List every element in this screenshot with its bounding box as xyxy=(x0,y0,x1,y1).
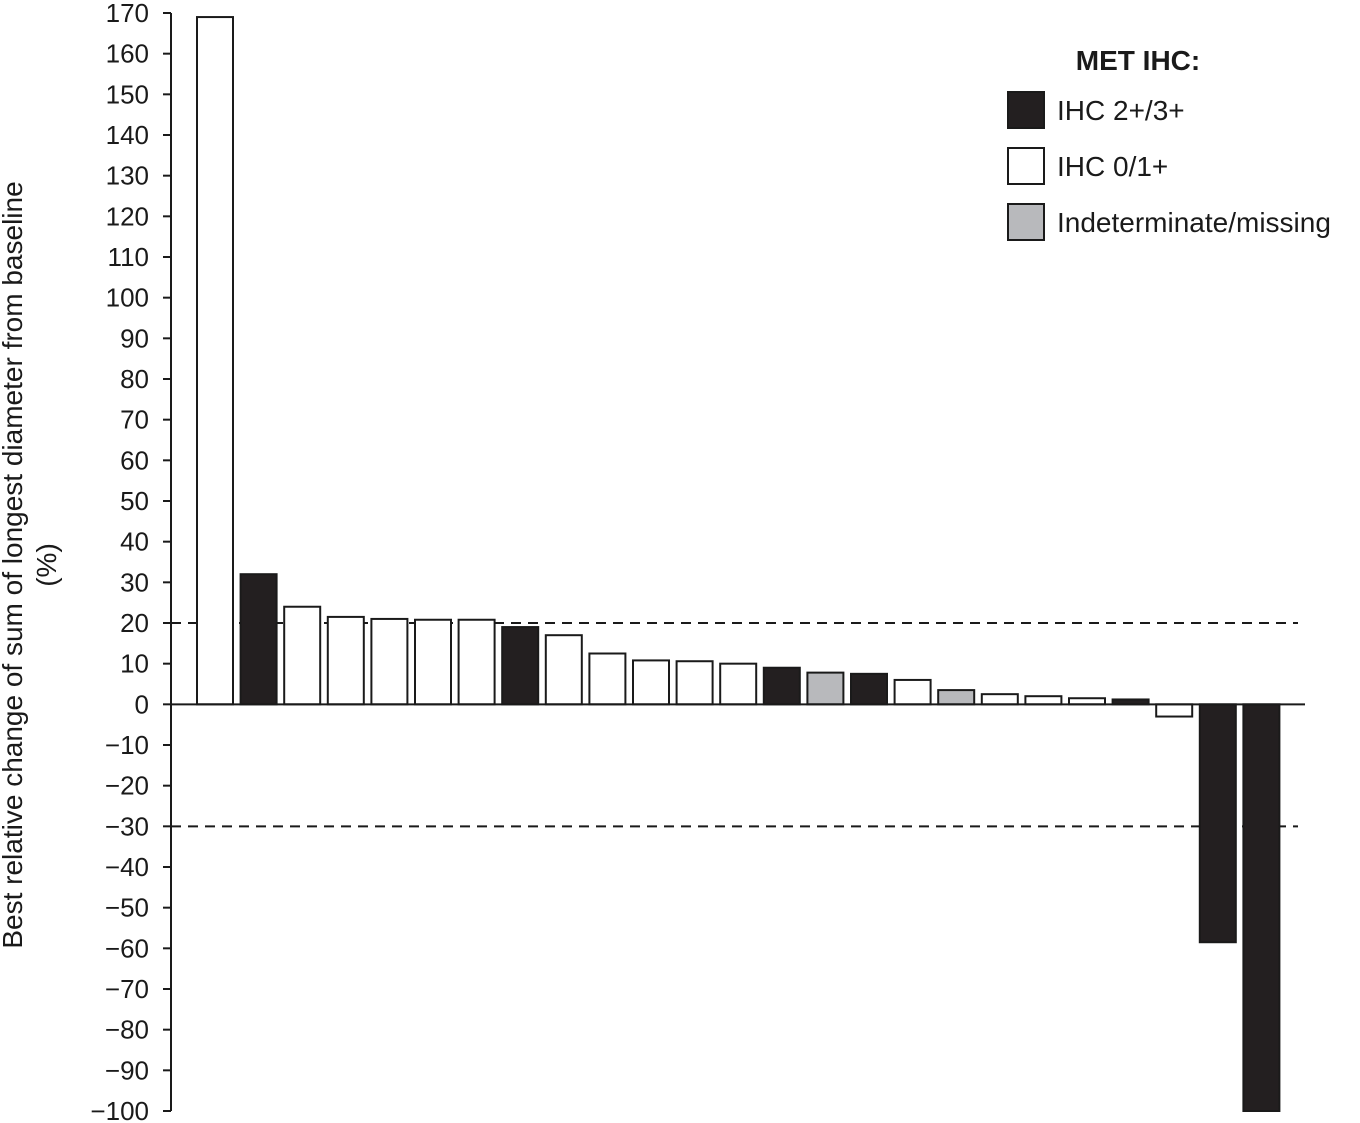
y-tick-label: 110 xyxy=(108,242,149,272)
y-tick-label: −20 xyxy=(105,771,149,801)
y-tick-label: −50 xyxy=(105,893,149,923)
y-tick-label: 80 xyxy=(120,364,149,394)
y-tick-label: 30 xyxy=(120,567,149,597)
y-axis-label: Best relative change of sum of longest d… xyxy=(0,181,28,948)
y-tick-label: 130 xyxy=(106,161,149,191)
legend-label: Indeterminate/missing xyxy=(1057,207,1331,238)
bar xyxy=(719,662,758,706)
bar-series xyxy=(196,16,1281,1112)
y-tick-label: 0 xyxy=(135,689,149,719)
bar xyxy=(544,634,583,706)
bar xyxy=(196,16,234,706)
y-tick-label: −40 xyxy=(105,852,149,882)
legend-swatch xyxy=(1007,147,1045,185)
y-tick-label: 150 xyxy=(106,79,149,109)
bar xyxy=(850,672,888,706)
bar xyxy=(370,617,409,706)
legend-swatch xyxy=(1007,203,1045,241)
y-tick-label: 160 xyxy=(106,39,149,69)
y-tick-label: 60 xyxy=(120,445,149,475)
bar xyxy=(414,618,452,706)
bar xyxy=(1024,695,1063,706)
bar xyxy=(1155,703,1194,718)
y-tick-label: 20 xyxy=(120,608,149,638)
y-axis: 1701601501401301201101009080706050403020… xyxy=(90,0,172,1123)
y-tick-label: −90 xyxy=(105,1055,149,1085)
legend-label: IHC 0/1+ xyxy=(1057,151,1168,182)
y-tick-label: −80 xyxy=(105,1015,149,1045)
y-tick-label: 140 xyxy=(106,120,149,150)
y-tick-label: −60 xyxy=(105,933,149,963)
bar xyxy=(893,678,932,706)
bar xyxy=(1198,703,1237,944)
legend-label: IHC 2+/3+ xyxy=(1057,95,1185,126)
y-tick-label: 50 xyxy=(120,486,149,516)
bar xyxy=(326,615,365,706)
bar xyxy=(501,626,540,706)
bar xyxy=(239,573,278,706)
y-tick-label: −70 xyxy=(105,974,149,1004)
bar xyxy=(457,618,496,706)
y-tick-label: 10 xyxy=(120,649,149,679)
y-tick-label: 40 xyxy=(120,527,149,557)
legend-swatch xyxy=(1007,91,1045,129)
y-tick-label: 120 xyxy=(106,201,149,231)
y-tick-label: −100 xyxy=(90,1096,149,1123)
bar xyxy=(980,693,1019,706)
y-tick-label: −10 xyxy=(105,730,149,760)
legend: MET IHC: IHC 2+/3+ IHC 0/1+ Indeterminate/… xyxy=(1007,45,1331,241)
y-axis-title: Best relative change of sum of longest d… xyxy=(0,181,62,948)
y-tick-label: 100 xyxy=(106,283,149,313)
bar xyxy=(675,660,714,706)
y-tick-label: 90 xyxy=(120,323,149,353)
y-tick-label: 70 xyxy=(120,405,149,435)
bar xyxy=(283,605,322,706)
y-tick-label: −30 xyxy=(105,811,149,841)
bar xyxy=(762,666,801,706)
bar xyxy=(588,652,627,706)
legend-title: MET IHC: xyxy=(1076,45,1200,76)
bar xyxy=(632,659,670,706)
y-tick-label: 170 xyxy=(106,0,149,28)
bar xyxy=(1242,703,1281,1112)
legend-entries: IHC 2+/3+ IHC 0/1+ Indeterminate/missing xyxy=(1007,91,1331,241)
y-axis-unit-label: (%) xyxy=(31,543,62,587)
bar xyxy=(937,689,976,706)
bar xyxy=(806,671,845,706)
